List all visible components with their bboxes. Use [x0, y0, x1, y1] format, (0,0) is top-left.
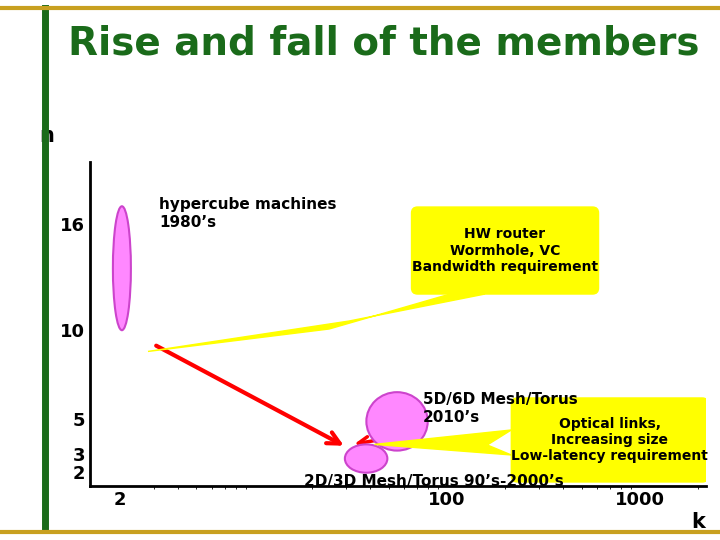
- Ellipse shape: [345, 444, 387, 472]
- Ellipse shape: [113, 206, 131, 330]
- Ellipse shape: [366, 392, 428, 450]
- Text: hypercube machines
1980’s: hypercube machines 1980’s: [159, 198, 337, 230]
- FancyBboxPatch shape: [511, 398, 708, 482]
- FancyBboxPatch shape: [412, 207, 598, 294]
- Text: HW router
Wormhole, VC
Bandwidth requirement: HW router Wormhole, VC Bandwidth require…: [412, 227, 598, 274]
- Text: Rise and fall of the members: Rise and fall of the members: [68, 24, 700, 62]
- Polygon shape: [374, 430, 511, 455]
- Text: k: k: [692, 512, 706, 532]
- Text: 5D/6D Mesh/Torus
2010’s: 5D/6D Mesh/Torus 2010’s: [423, 392, 577, 424]
- Text: n: n: [40, 126, 54, 146]
- Text: Optical links,
Increasing size
Low-latency requirement: Optical links, Increasing size Low-laten…: [511, 417, 708, 463]
- Polygon shape: [148, 294, 485, 352]
- Text: 2D/3D Mesh/Torus 90’s-2000’s: 2D/3D Mesh/Torus 90’s-2000’s: [304, 474, 563, 489]
